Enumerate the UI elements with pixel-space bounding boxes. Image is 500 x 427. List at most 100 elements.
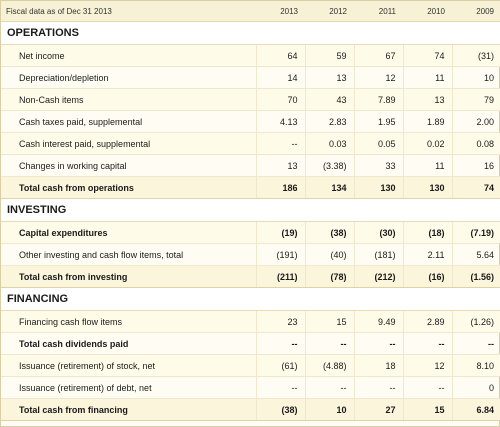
total-row: Total cash from investing (211) (78) (212)(… — [1, 265, 500, 288]
year-header: 2013 — [256, 1, 305, 22]
value-cell: 11 — [402, 154, 452, 177]
value-cell: (61) — [255, 354, 305, 377]
value-cell: (181) — [353, 243, 403, 266]
value-cell: 6.84 — [451, 398, 500, 421]
value-cell: 67 — [353, 44, 403, 67]
value-cell: 70 — [255, 88, 305, 111]
value-cell: (212) — [353, 265, 403, 288]
value-cell: -- — [402, 332, 452, 355]
value-cell: -- — [304, 332, 354, 355]
table-row: Depreciation/depletion 14 13 12 11 10 — [1, 66, 500, 89]
row-label: Issuance (retirement) of stock, net — [1, 354, 256, 377]
value-cell: 2.83 — [304, 110, 354, 133]
value-cell: -- — [402, 376, 452, 399]
row-label: Total cash from financing — [1, 398, 256, 421]
value-cell: -- — [353, 376, 403, 399]
value-cell: 7.89 — [353, 88, 403, 111]
year-header: 2011 — [354, 1, 403, 22]
value-cell: (18) — [402, 221, 452, 244]
value-cell: 4.13 — [255, 110, 305, 133]
section-header: FINANCING — [1, 287, 500, 311]
value-cell: 23 — [255, 310, 305, 333]
row-label: Non-Cash items — [1, 88, 256, 111]
value-cell: 130 — [402, 176, 452, 199]
value-cell: 43 — [304, 88, 354, 111]
value-cell: (3.38) — [304, 154, 354, 177]
value-cell: 9.49 — [353, 310, 403, 333]
row-label: Changes in working capital — [1, 154, 256, 177]
header-row: Fiscal data as of Dec 31 2013 2013 2012 … — [1, 1, 500, 22]
value-cell: (16) — [402, 265, 452, 288]
value-cell: 1.95 — [353, 110, 403, 133]
value-cell: -- — [353, 332, 403, 355]
value-cell: 0.05 — [353, 132, 403, 155]
value-cell: 186 — [255, 176, 305, 199]
value-cell: (1.26) — [451, 310, 500, 333]
table-row: Changes in working capital 13 (3.38) 33 11 16 — [1, 154, 500, 177]
value-cell: 10 — [451, 66, 500, 89]
value-cell: 15 — [304, 310, 354, 333]
table-row: Total cash dividends paid -- -- -- -- -- — [1, 332, 500, 355]
value-cell: (7.19) — [451, 221, 500, 244]
value-cell: (1.56) — [451, 265, 500, 288]
value-cell: (191) — [255, 243, 305, 266]
value-cell: (78) — [304, 265, 354, 288]
fiscal-date-label: Fiscal data as of Dec 31 2013 — [1, 1, 256, 22]
year-header: 2012 — [305, 1, 354, 22]
row-label: Issuance (retirement) of debt, net — [1, 376, 256, 399]
value-cell: 13 — [255, 154, 305, 177]
row-label: Total cash dividends paid — [1, 332, 256, 355]
section-header: INVESTING — [1, 198, 500, 222]
value-cell: 79 — [451, 88, 500, 111]
value-cell: 12 — [353, 66, 403, 89]
value-cell: (19) — [255, 221, 305, 244]
value-cell: 0.02 — [402, 132, 452, 155]
table-row: Other investing and cash flow items, tot… — [1, 243, 500, 266]
value-cell: -- — [255, 132, 305, 155]
value-cell: (38) — [255, 398, 305, 421]
value-cell: 15 — [402, 398, 452, 421]
row-label: Capital expenditures — [1, 221, 256, 244]
section-header: OPERATIONS — [1, 21, 500, 45]
table-row: Financing cash flow items 23 15 9.49 2.89 (1.… — [1, 310, 500, 333]
year-header: 2010 — [403, 1, 452, 22]
value-cell: 14 — [255, 66, 305, 89]
value-cell: 2.89 — [402, 310, 452, 333]
value-cell: 10 — [304, 398, 354, 421]
section-title: OPERATIONS — [1, 21, 500, 45]
row-label: Net income — [1, 44, 256, 67]
value-cell: -- — [304, 376, 354, 399]
value-cell: 13 — [304, 66, 354, 89]
value-cell: 13 — [402, 88, 452, 111]
total-row: Total cash from operations 186 134 130 130 74 — [1, 176, 500, 199]
value-cell: 0 — [451, 376, 500, 399]
value-cell: 5.64 — [451, 243, 500, 266]
year-header: 2009 — [452, 1, 500, 22]
value-cell: 12 — [402, 354, 452, 377]
value-cell: 2.11 — [402, 243, 452, 266]
row-label: Depreciation/depletion — [1, 66, 256, 89]
table-row: Cash interest paid, supplemental -- 0.03 0.… — [1, 132, 500, 155]
value-cell: 64 — [255, 44, 305, 67]
value-cell: -- — [255, 376, 305, 399]
value-cell: (40) — [304, 243, 354, 266]
table-row: Issuance (retirement) of stock, net (61)(… — [1, 354, 500, 377]
total-row: Total cash from financing (38) 10 27 15 6.84 — [1, 398, 500, 421]
table-row: Cash taxes paid, supplemental 4.13 2.83 1.9… — [1, 110, 500, 133]
value-cell: 0.03 — [304, 132, 354, 155]
value-cell: 59 — [304, 44, 354, 67]
row-label: Financing cash flow items — [1, 310, 256, 333]
value-cell: 74 — [402, 44, 452, 67]
section-title: INVESTING — [1, 198, 500, 222]
value-cell: 8.10 — [451, 354, 500, 377]
value-cell: (38) — [304, 221, 354, 244]
table-row: Issuance (retirement) of debt, net -- -- --… — [1, 376, 500, 399]
value-cell: 134 — [304, 176, 354, 199]
value-cell: 11 — [402, 66, 452, 89]
table-row: Net income 64 59 67 74 (31) — [1, 44, 500, 67]
value-cell: 2.00 — [451, 110, 500, 133]
value-cell: 16 — [451, 154, 500, 177]
